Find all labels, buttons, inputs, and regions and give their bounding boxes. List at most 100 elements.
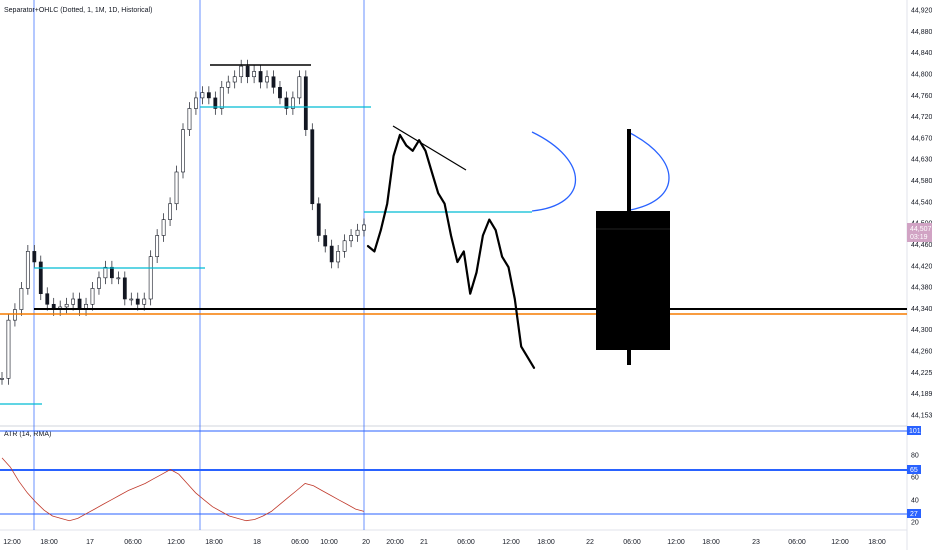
candle-body xyxy=(103,266,108,279)
time-tick-label: 06:00 xyxy=(457,539,475,546)
time-tick-label: 12:00 xyxy=(167,539,185,546)
candle-body xyxy=(38,261,43,295)
time-tick-label: 12:00 xyxy=(3,539,21,546)
candle-body xyxy=(13,309,17,321)
candle-body xyxy=(200,92,205,99)
candle-body xyxy=(297,76,302,99)
atr-axis: 80 60 40 20 xyxy=(911,453,919,527)
candle-body xyxy=(303,76,308,130)
candle-body xyxy=(135,298,140,305)
candle-body xyxy=(206,92,211,99)
price-tick-label: 44,460 xyxy=(911,242,932,249)
candle-body xyxy=(148,256,153,300)
candle-body xyxy=(194,97,198,109)
atr-tick-label: 80 xyxy=(911,453,919,460)
candle-body xyxy=(187,108,192,130)
time-tick-label: 06:00 xyxy=(788,539,806,546)
price-axis[interactable]: 44,920 44,880 44,840 44,800 44,760 44,720 44,6… xyxy=(911,8,932,420)
atr-badge-27-label: 27 xyxy=(910,511,918,518)
candle-body xyxy=(97,277,101,289)
candle-body xyxy=(349,235,353,242)
candle-body xyxy=(226,81,231,88)
candle-body xyxy=(109,266,114,279)
price-tick-label: 44,630 xyxy=(911,157,932,164)
price-tick-label: 44,300 xyxy=(911,327,932,334)
price-tick-label: 44,670 xyxy=(911,135,932,142)
time-tick-label: 22 xyxy=(586,539,594,546)
time-tick-label: 06:00 xyxy=(291,539,309,546)
candle-body xyxy=(6,319,11,379)
volume-profile-curve-2[interactable] xyxy=(629,132,670,211)
candle-body xyxy=(355,229,360,236)
candle-body xyxy=(232,76,237,83)
last-price-badge: 44,507 03:19 xyxy=(907,223,932,242)
chart-legend[interactable]: Separator+OHLC (Dotted, 1, 1M, 1D, Histo… xyxy=(4,7,152,14)
time-axis[interactable]: 12:00 18:00 17 06:00 12:00 18:00 18 06:00 10:00 2… xyxy=(3,539,886,546)
time-tick-label: 18:00 xyxy=(205,539,223,546)
price-tick-label: 44,260 xyxy=(911,349,932,356)
candle-body xyxy=(116,277,121,280)
drawings[interactable] xyxy=(0,64,907,405)
price-tick-label: 44,153 xyxy=(911,413,932,420)
candle-body xyxy=(64,303,69,308)
projected-candle-body[interactable] xyxy=(596,211,670,350)
candle-body xyxy=(252,71,257,78)
time-tick-label: 18:00 xyxy=(40,539,58,546)
time-tick-label: 20 xyxy=(362,539,370,546)
price-candles xyxy=(0,59,366,385)
candle-body xyxy=(265,76,269,83)
descending-trendline[interactable] xyxy=(392,125,467,171)
candle-body xyxy=(161,219,166,236)
atr-level-badges: 101 65 27 xyxy=(907,426,921,518)
candle-body xyxy=(129,298,134,301)
candle-body xyxy=(155,235,160,257)
price-tick-label: 44,189 xyxy=(911,391,932,398)
price-tick-label: 44,800 xyxy=(911,71,932,78)
candle-body xyxy=(239,65,244,78)
candle-body xyxy=(329,245,334,263)
price-tick-label: 44,880 xyxy=(911,29,932,36)
candle-body xyxy=(168,203,172,220)
candle-body xyxy=(284,97,289,109)
atr-badge-65 xyxy=(907,465,921,474)
price-tick-label: 44,760 xyxy=(911,93,932,100)
candle-body xyxy=(336,251,341,263)
candle-body xyxy=(213,97,218,109)
price-tick-label: 44,380 xyxy=(911,285,932,292)
atr-line xyxy=(1,457,365,522)
time-tick-label: 17 xyxy=(86,539,94,546)
price-tick-label: 44,720 xyxy=(911,114,932,121)
candle-body xyxy=(19,288,24,310)
time-tick-label: 10:00 xyxy=(320,539,338,546)
last-price-countdown: 03:19 xyxy=(910,234,928,241)
atr-tick-label: 20 xyxy=(911,520,919,527)
atr-levels xyxy=(0,430,907,515)
atr-badge-101 xyxy=(907,426,921,435)
candle-body xyxy=(258,71,263,83)
candle-body xyxy=(278,87,282,99)
time-tick-label: 20:00 xyxy=(386,539,404,546)
price-tick-label: 44,420 xyxy=(911,263,932,270)
candle-body xyxy=(342,240,347,252)
candle-body xyxy=(25,251,30,289)
candle-body xyxy=(290,97,295,109)
candle-body xyxy=(90,288,95,305)
atr-tick-label: 60 xyxy=(911,475,919,482)
last-price-box xyxy=(907,223,932,242)
candle-body xyxy=(271,76,276,88)
time-tick-label: 18:00 xyxy=(537,539,555,546)
price-tick-label: 44,340 xyxy=(911,306,932,313)
candle-body xyxy=(245,65,250,78)
atr-badge-101-label: 101 xyxy=(909,428,921,435)
atr-tick-label: 40 xyxy=(911,498,919,505)
price-tick-label: 44,920 xyxy=(911,8,932,15)
candle-body xyxy=(77,298,82,310)
volume-profile-curve-1[interactable] xyxy=(531,131,576,212)
atr-legend[interactable]: ATR (14, RMA) xyxy=(4,431,51,438)
candle-body xyxy=(219,87,224,109)
projection-sketch-path[interactable] xyxy=(366,133,536,369)
candle-body xyxy=(316,203,321,236)
last-price-value: 44,507 xyxy=(910,226,932,233)
